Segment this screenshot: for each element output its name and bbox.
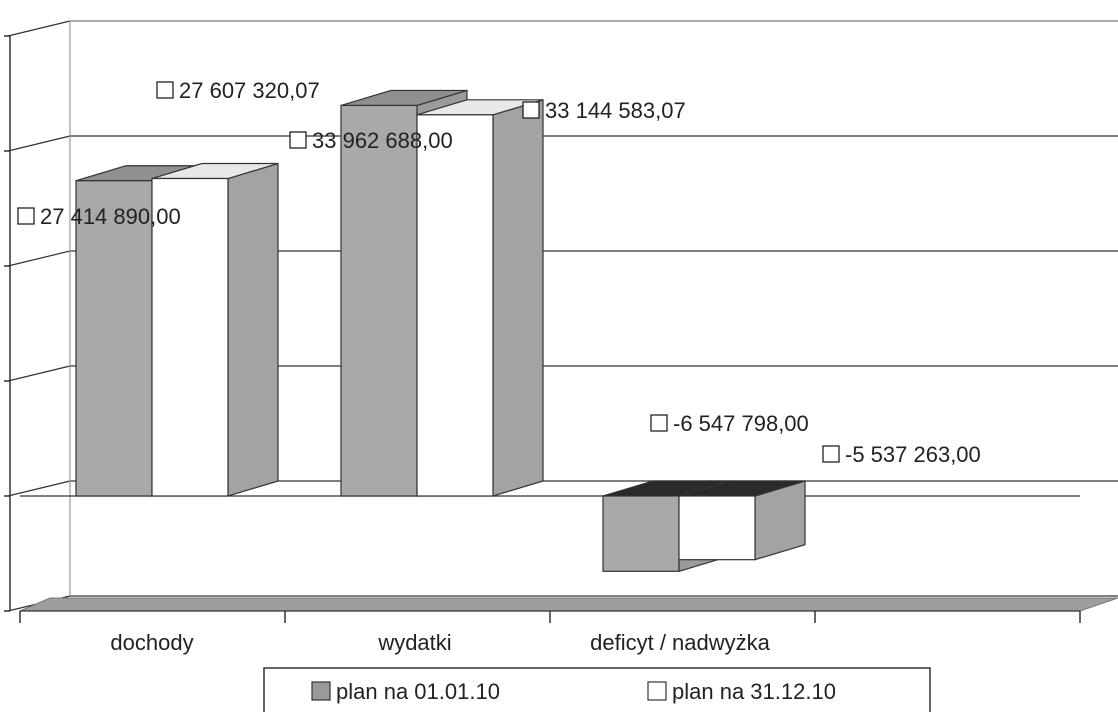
bar-1-0: [340, 104, 418, 497]
chart-bars: [75, 89, 806, 573]
legend-label-series-2: plan na 31.12.10: [672, 679, 836, 704]
legend-swatch-series-2: [647, 681, 667, 701]
data-label-marker-0-1: [156, 81, 174, 99]
category-label-0: dochody: [110, 630, 193, 655]
data-label-2-0: -6 547 798,00: [673, 411, 809, 436]
bar-2-1: [678, 495, 756, 561]
legend-box: [263, 667, 931, 712]
chart-category-labels: dochody wydatki deficyt / nadwyżka: [110, 630, 770, 655]
data-label-marker-0-0: [17, 207, 35, 225]
bar-0-0: [75, 180, 153, 497]
legend-swatch-series-1: [311, 681, 331, 701]
category-label-1: wydatki: [377, 630, 451, 655]
data-label-1-0: 33 962 688,00: [312, 128, 453, 153]
bar-1-1-side: [492, 99, 544, 497]
data-label-marker-2-1: [822, 445, 840, 463]
data-label-marker-1-1: [522, 101, 540, 119]
floor-slab: [19, 597, 1118, 612]
chart-frame: [4, 20, 1118, 623]
gridline-side: [7, 365, 71, 382]
bar-2-0: [602, 495, 680, 572]
gridline-side: [7, 135, 71, 152]
bar-0-1: [151, 177, 229, 497]
category-label-2: deficyt / nadwyżka: [590, 630, 771, 655]
gridline-side: [7, 480, 71, 497]
data-label-0-1: 27 607 320,07: [179, 78, 320, 103]
data-label-marker-2-0: [650, 414, 668, 432]
bar-0-1-side: [227, 162, 279, 497]
data-label-0-0: 27 414 890,00: [40, 204, 181, 229]
chart-legend: plan na 01.01.10 plan na 31.12.10: [263, 667, 931, 712]
gridline-side: [7, 20, 71, 37]
legend-label-series-1: plan na 01.01.10: [336, 679, 500, 704]
gridline-side: [7, 250, 71, 267]
chart-data-labels: 27 414 890,00 27 607 320,07 33 962 688,00 3…: [17, 78, 981, 467]
data-label-1-1: 33 144 583,07: [545, 98, 686, 123]
data-label-2-1: -5 537 263,00: [845, 442, 981, 467]
bar-1-1: [416, 114, 494, 497]
data-label-marker-1-0: [289, 131, 307, 149]
